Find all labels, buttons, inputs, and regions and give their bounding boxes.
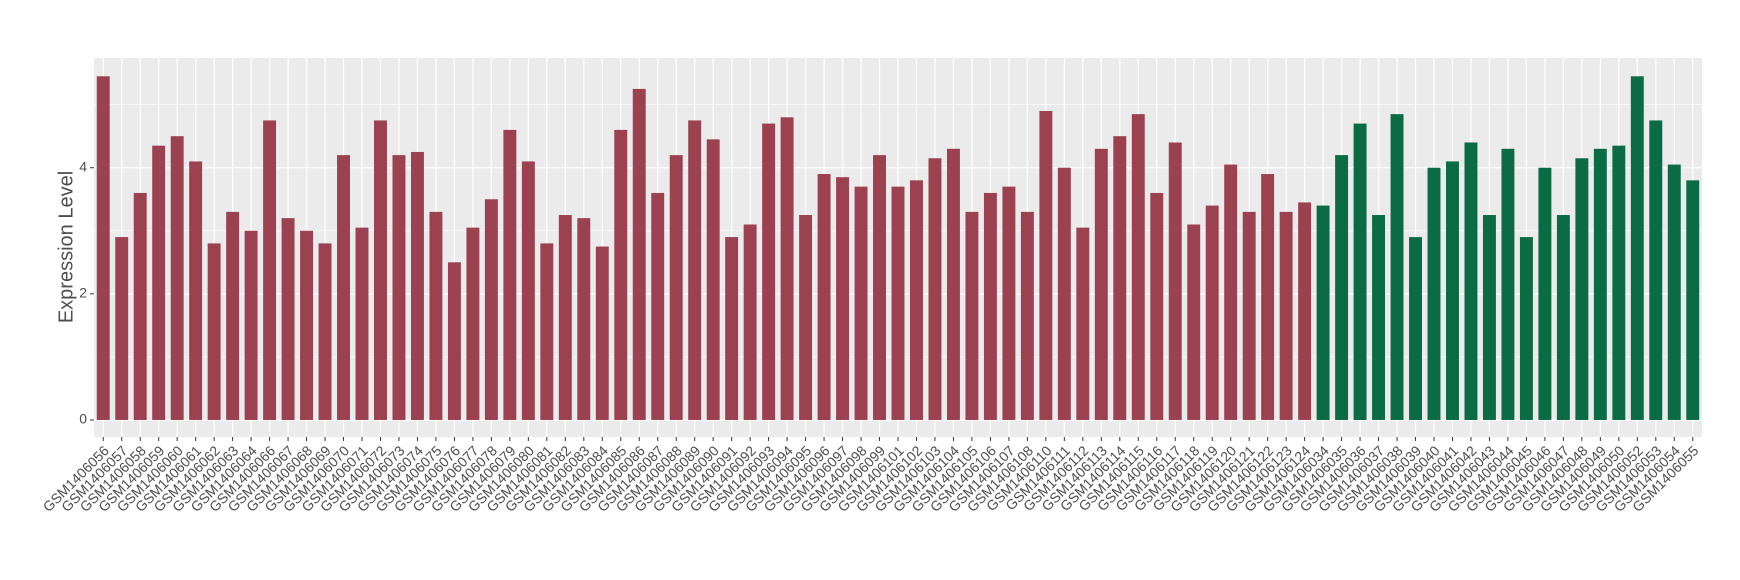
y-tick-label: 0 <box>79 411 87 427</box>
bar <box>263 120 277 420</box>
bar <box>410 151 424 420</box>
bar <box>1242 211 1256 420</box>
bar <box>226 211 240 420</box>
bar <box>1464 142 1478 420</box>
bar <box>743 224 757 420</box>
bar <box>96 76 110 420</box>
bar <box>910 180 923 420</box>
bar <box>1076 227 1090 420</box>
bar <box>318 243 332 420</box>
bar <box>928 158 942 420</box>
bar <box>1519 237 1533 420</box>
bar <box>1390 114 1404 420</box>
bar <box>1057 167 1071 420</box>
bar <box>1667 164 1681 420</box>
y-axis-title: Expression Level <box>55 171 77 323</box>
bar <box>1002 186 1016 420</box>
bar <box>281 218 295 420</box>
bar <box>632 88 646 420</box>
bar <box>891 186 905 420</box>
bar <box>1224 164 1238 420</box>
bar <box>392 155 406 420</box>
bar <box>873 155 886 420</box>
bar <box>614 129 628 420</box>
bar <box>152 145 166 420</box>
bar <box>1335 155 1349 420</box>
bar <box>1020 211 1034 420</box>
bar <box>1649 120 1663 420</box>
bar <box>725 237 739 420</box>
bar <box>244 230 258 420</box>
bar <box>1279 211 1293 420</box>
bar <box>1353 123 1367 420</box>
bar <box>115 237 129 420</box>
bar <box>1575 158 1589 420</box>
bar <box>799 215 813 420</box>
bar <box>429 211 443 420</box>
bar <box>170 136 184 420</box>
bar <box>762 123 776 420</box>
bar <box>1039 110 1053 420</box>
bar <box>1630 76 1644 420</box>
bar <box>133 192 147 420</box>
bar <box>946 148 960 420</box>
bar <box>521 161 535 420</box>
y-tick-label: 4 <box>79 158 87 174</box>
bar <box>1556 215 1570 420</box>
bar <box>1538 167 1552 420</box>
bar <box>1372 215 1386 420</box>
bar <box>1427 167 1441 420</box>
bar <box>484 199 498 420</box>
bar <box>1205 205 1219 420</box>
y-tick-label: 2 <box>79 285 87 301</box>
bar <box>1686 180 1700 420</box>
bar <box>817 174 831 420</box>
bar <box>1316 205 1330 420</box>
bar <box>466 227 480 420</box>
bar <box>983 192 997 420</box>
bar <box>854 186 868 420</box>
bar <box>189 161 203 420</box>
bar <box>300 230 314 420</box>
bar <box>1131 114 1145 420</box>
bar <box>1187 224 1201 420</box>
bar <box>1593 148 1607 420</box>
bar <box>355 227 369 420</box>
bar <box>1446 161 1459 420</box>
bar <box>337 155 350 420</box>
bar <box>1261 174 1275 420</box>
bar <box>577 218 591 420</box>
bar <box>1298 202 1312 420</box>
bar <box>374 120 387 420</box>
bar <box>595 246 609 420</box>
bar <box>207 243 221 420</box>
bar <box>836 177 850 420</box>
bar <box>688 120 702 420</box>
bar <box>965 211 979 420</box>
bar <box>780 117 794 420</box>
bar <box>651 192 665 420</box>
bar <box>1409 237 1422 420</box>
bar <box>1150 192 1164 420</box>
bar <box>1482 215 1496 420</box>
bar <box>1501 148 1515 420</box>
bar <box>447 262 461 420</box>
bar <box>1113 136 1127 420</box>
bar <box>669 155 683 420</box>
bar <box>540 243 554 420</box>
bar <box>503 129 517 420</box>
bar <box>706 139 720 420</box>
bar <box>1094 148 1108 420</box>
bar <box>1168 142 1182 420</box>
bar <box>558 215 572 420</box>
bar <box>1612 145 1626 420</box>
